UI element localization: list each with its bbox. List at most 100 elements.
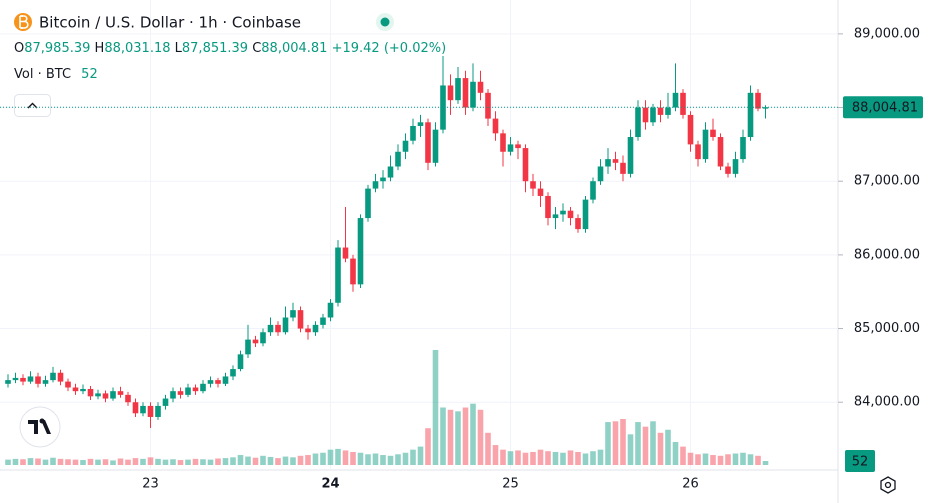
volume-bar	[170, 459, 176, 465]
volume-bar	[80, 460, 86, 465]
volume-bar	[635, 422, 641, 465]
candle-body	[462, 78, 469, 108]
volume-bar	[177, 460, 184, 465]
volume-bar	[402, 452, 409, 465]
tv-logo[interactable]	[19, 406, 61, 448]
candle-body	[725, 166, 731, 174]
candle-body	[380, 177, 386, 182]
volume-bar	[522, 452, 529, 465]
volume-bar	[567, 450, 574, 465]
volume-bar	[192, 458, 199, 465]
ohlc-key: L	[175, 41, 183, 56]
volume-bar	[747, 454, 754, 465]
candle-body	[290, 310, 296, 318]
volume-bar	[342, 450, 349, 465]
volume-bar	[140, 458, 146, 465]
candle-body	[230, 369, 236, 377]
candle-body	[747, 92, 754, 138]
candle-body	[507, 144, 514, 152]
candle-body	[327, 302, 334, 318]
candle-body	[605, 159, 611, 167]
volume-bar	[680, 446, 686, 465]
volume-bar	[237, 455, 244, 465]
volume-bar	[260, 455, 266, 465]
volume-bar	[72, 459, 79, 465]
candle-body	[215, 380, 221, 384]
candle-body	[162, 398, 169, 406]
volume-bar	[560, 452, 566, 465]
candle-body	[350, 258, 356, 285]
volume-bar	[537, 449, 544, 465]
volume-bar	[5, 459, 11, 465]
volume-bar	[327, 449, 334, 465]
y-tick-label: 87,000.00	[854, 174, 920, 189]
volume-bar	[335, 448, 341, 465]
volume-bar	[155, 458, 161, 465]
volume-bar	[117, 458, 124, 465]
volume-bar	[687, 452, 694, 465]
volume-bar	[425, 428, 431, 465]
candle-body	[50, 372, 56, 381]
candle-body	[57, 372, 64, 382]
candle-body	[140, 405, 146, 414]
candle-body	[335, 247, 341, 303]
candle-body	[275, 324, 281, 333]
volume-bar	[417, 446, 424, 465]
candle-body	[740, 137, 746, 160]
volume-bar	[290, 457, 296, 465]
candle-body	[597, 166, 604, 182]
volume-bar	[42, 459, 49, 465]
volume-bar	[462, 407, 469, 465]
candle-body	[417, 122, 424, 126]
candle-body	[672, 92, 679, 108]
candle-body	[132, 402, 139, 414]
candle-body	[117, 391, 124, 395]
volume-bar	[102, 459, 109, 465]
candle-body	[695, 144, 701, 160]
candle-body	[395, 151, 401, 167]
candle-body	[252, 339, 259, 344]
ohlc-value: 87,985.39	[24, 41, 90, 56]
volume-bar	[732, 453, 739, 465]
candle-body	[365, 188, 371, 219]
candle-body	[222, 376, 229, 384]
volume-bar	[432, 350, 439, 465]
volume-bar	[395, 454, 401, 465]
candle-body	[20, 377, 26, 382]
volume-bar	[87, 458, 94, 465]
candle-body	[5, 380, 11, 384]
chart-title: Bitcoin / U.S. Dollar · 1h · Coinbase	[39, 14, 301, 32]
candle-body	[237, 354, 244, 370]
volume-bar	[132, 458, 139, 465]
candle-body	[732, 159, 739, 174]
candle-body	[657, 107, 664, 115]
candle-body	[680, 92, 686, 115]
volume-badge	[845, 450, 875, 473]
candle-body	[185, 387, 191, 395]
candle-body	[470, 81, 476, 108]
volume-bar	[552, 451, 559, 465]
candle-body	[387, 166, 394, 178]
candle-body	[342, 247, 349, 259]
volume-bar	[627, 434, 634, 465]
volume-bar	[590, 451, 596, 465]
volume-bar	[275, 458, 281, 465]
candle-body	[642, 107, 649, 123]
candle-body	[612, 159, 619, 163]
volume-bar	[507, 451, 514, 465]
volume-bar	[110, 460, 116, 465]
settings-icon[interactable]	[880, 476, 896, 494]
plot-area	[0, 0, 838, 470]
candle-body	[282, 317, 289, 333]
volume-bar	[207, 459, 214, 465]
x-tick-label: 25	[502, 477, 519, 492]
candle-body	[485, 92, 491, 119]
volume-bar	[252, 457, 259, 465]
candle-body	[545, 195, 551, 219]
y-tick-label: 85,000.00	[854, 321, 920, 336]
candle-body	[567, 210, 574, 219]
volume-bar	[230, 457, 236, 465]
ohlc-key: C	[252, 41, 261, 56]
candle-body	[177, 391, 184, 395]
collapse-button[interactable]	[14, 94, 51, 117]
